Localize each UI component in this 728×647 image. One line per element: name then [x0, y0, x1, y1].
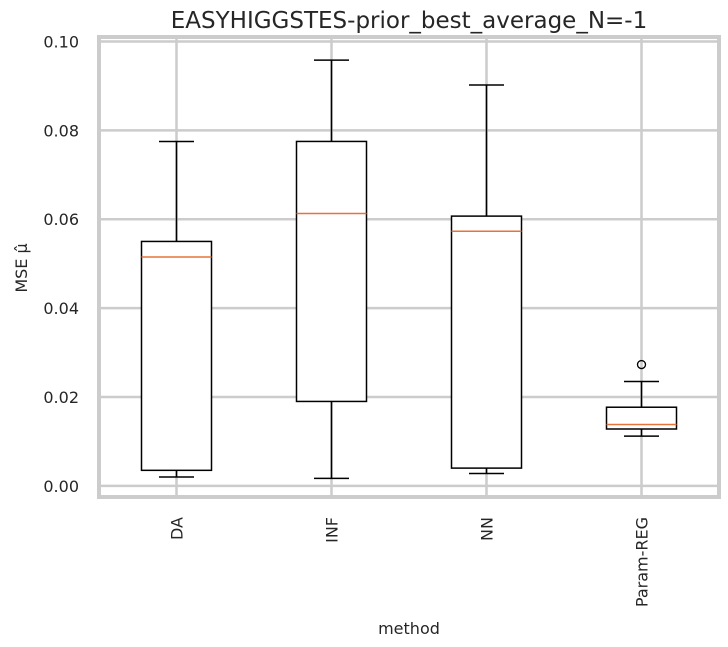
- iqr-box: [605, 406, 678, 430]
- y-tick-label: 0.04: [43, 299, 79, 318]
- x-tick-label: NN: [478, 517, 497, 541]
- box-nn: [450, 84, 523, 475]
- plot-frame: [97, 35, 721, 499]
- chart-title: EASYHIGGSTES-prior_best_average_N=-1: [171, 8, 648, 34]
- boxes: [140, 59, 678, 480]
- outlier-point: [636, 359, 647, 370]
- x-tick-label: INF: [323, 517, 342, 543]
- y-axis-label: MSE μ̂: [12, 243, 31, 292]
- x-tick-labels: DA INF NN Param-REG: [168, 517, 652, 607]
- y-tick-label: 0.08: [43, 121, 79, 140]
- y-tick-label: 0.10: [43, 32, 79, 51]
- y-tick-labels: 0.00 0.02 0.04 0.06 0.08 0.10: [43, 32, 79, 495]
- x-axis-label: method: [378, 619, 440, 638]
- iqr-box: [450, 215, 523, 469]
- x-tick-label: DA: [168, 517, 187, 540]
- box-param-reg: [605, 359, 678, 437]
- box-inf: [295, 59, 368, 480]
- y-tick-label: 0.02: [43, 388, 79, 407]
- iqr-box: [295, 140, 368, 403]
- x-tick-label: Param-REG: [633, 517, 652, 607]
- y-tick-label: 0.00: [43, 477, 79, 496]
- box-da: [140, 140, 213, 478]
- y-tick-label: 0.06: [43, 210, 79, 229]
- iqr-box: [140, 240, 213, 472]
